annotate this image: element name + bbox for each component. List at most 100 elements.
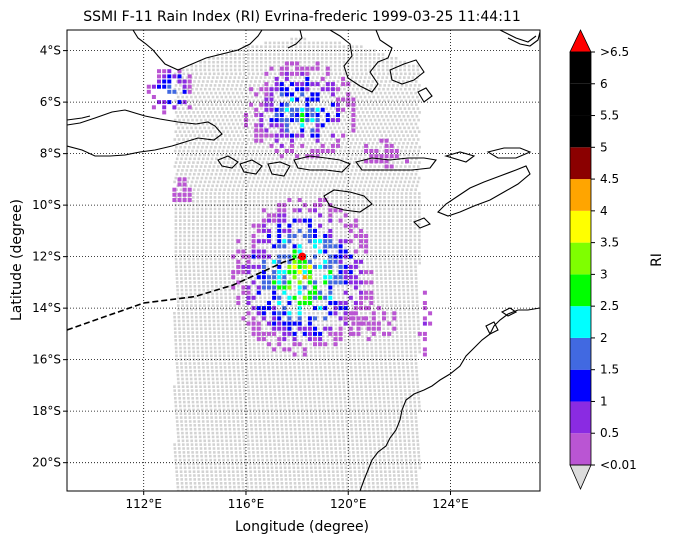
swath-point <box>179 242 182 246</box>
swath-point <box>270 207 273 211</box>
swath-point <box>242 76 245 79</box>
swath-point <box>360 64 363 68</box>
swath-point <box>198 381 202 385</box>
swath-point <box>374 196 378 199</box>
swath-point <box>329 381 332 385</box>
swath-point <box>243 323 246 327</box>
swath-point <box>405 219 408 222</box>
swath-point <box>206 103 209 106</box>
swath-point <box>356 138 359 141</box>
swath-point <box>176 292 180 296</box>
swath-point <box>370 346 373 350</box>
swath-point <box>259 76 263 79</box>
swath-point <box>247 87 251 91</box>
swath-point <box>351 57 354 60</box>
swath-point <box>189 300 193 303</box>
swath-point <box>180 369 184 373</box>
swath-point <box>374 242 378 246</box>
swath-point <box>278 176 282 180</box>
swath-point <box>218 246 221 249</box>
swath-point <box>314 362 318 365</box>
swath-point <box>298 169 302 172</box>
swath-point <box>358 285 362 288</box>
swath-point <box>268 169 271 172</box>
swath-point <box>405 200 408 203</box>
swath-point <box>209 234 212 238</box>
swath-point <box>200 99 203 103</box>
swath-point <box>411 300 415 303</box>
swath-point <box>361 192 365 195</box>
swath-point <box>331 238 334 242</box>
swath-point <box>209 84 213 87</box>
swath-point <box>174 207 178 211</box>
swath-point <box>173 389 176 392</box>
swath-point <box>305 196 308 199</box>
swath-point <box>199 138 203 141</box>
swath-point <box>411 381 415 385</box>
swath-point <box>289 95 293 99</box>
swath-point <box>387 261 391 265</box>
swath-point <box>311 381 315 385</box>
swath-point <box>232 142 236 145</box>
swath-point <box>220 153 224 157</box>
swath-point <box>374 99 377 103</box>
swath-point <box>219 292 223 296</box>
swath-point <box>251 107 254 110</box>
swath-point <box>401 354 404 358</box>
swath-point <box>323 134 327 137</box>
swath-point <box>350 288 353 292</box>
swath-point <box>326 215 330 218</box>
swath-point <box>307 308 311 311</box>
swath-point <box>329 180 333 184</box>
swath-point <box>322 230 325 234</box>
swath-point <box>368 312 372 315</box>
swath-point <box>189 292 193 296</box>
swath-point <box>202 373 206 377</box>
swath-point <box>361 203 365 207</box>
swath-point <box>280 292 284 296</box>
swath-point <box>342 180 346 184</box>
swath-point <box>367 103 370 106</box>
swath-point <box>224 153 228 157</box>
swath-point <box>393 369 397 373</box>
swath-point <box>284 273 287 276</box>
swath-point <box>235 254 239 257</box>
swath-point <box>388 358 391 361</box>
swath-point <box>201 269 204 273</box>
swath-point <box>413 219 417 222</box>
swath-point <box>226 257 230 261</box>
swath-point <box>371 103 375 106</box>
swath-point <box>252 200 256 203</box>
swath-point <box>286 319 290 323</box>
swath-point <box>373 49 376 52</box>
swath-point <box>240 346 243 350</box>
swath-point <box>226 230 230 234</box>
swath-point <box>396 200 399 203</box>
swath-point <box>239 327 242 330</box>
swath-point <box>391 223 395 226</box>
swath-point <box>398 184 401 188</box>
swath-point <box>175 350 178 354</box>
swath-point <box>255 180 259 184</box>
swath-point <box>228 373 232 377</box>
swath-point <box>361 219 365 222</box>
swath-point <box>289 366 292 369</box>
swath-point <box>195 87 198 91</box>
swath-point <box>213 227 217 230</box>
swath-point <box>409 246 412 249</box>
swath-point <box>189 169 193 172</box>
swath-point <box>393 184 397 188</box>
swath-point <box>405 122 409 126</box>
swath-point <box>386 87 390 91</box>
swath-point <box>179 350 182 354</box>
swath-point <box>227 188 231 191</box>
swath-point <box>220 300 223 303</box>
swath-point <box>242 68 246 72</box>
swath-point <box>316 45 320 48</box>
swath-point <box>245 134 249 137</box>
swath-point <box>285 115 288 118</box>
swath-point <box>401 362 405 365</box>
swath-point <box>174 211 178 215</box>
swath-point <box>308 165 311 168</box>
swath-point <box>287 227 291 230</box>
